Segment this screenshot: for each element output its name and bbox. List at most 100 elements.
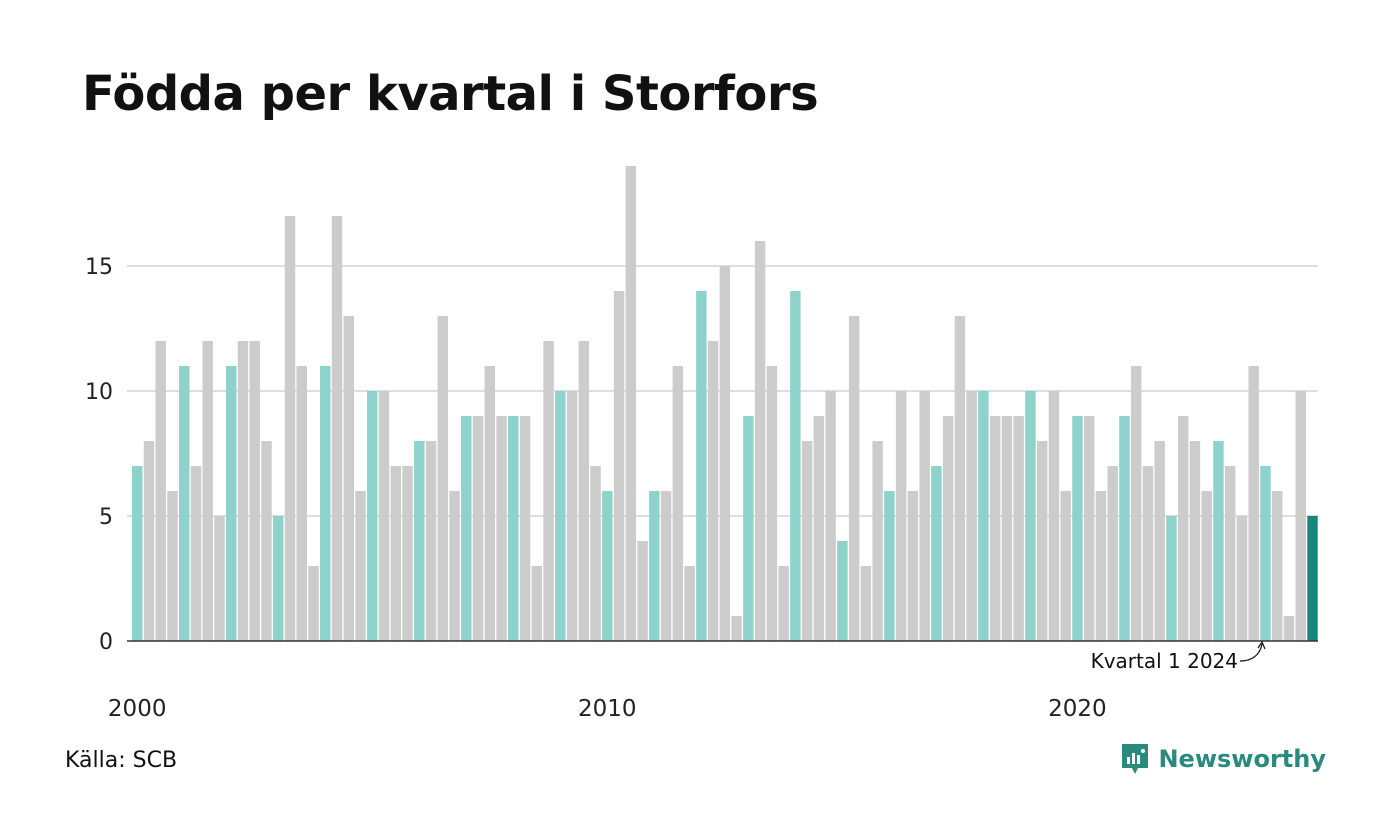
annotation-arrowhead (1257, 640, 1266, 650)
bar (1295, 391, 1306, 641)
bar (472, 416, 484, 641)
bar (555, 391, 566, 641)
bar (942, 416, 954, 641)
bar (320, 366, 331, 641)
bar (496, 416, 507, 641)
bar (790, 291, 801, 641)
bar (132, 466, 143, 641)
bar (461, 416, 472, 641)
bar (1166, 516, 1177, 641)
bar (237, 341, 249, 641)
bar (1130, 366, 1142, 641)
bar (660, 491, 672, 641)
bar (1189, 441, 1201, 641)
bar (378, 391, 390, 641)
bar (1271, 491, 1283, 641)
bar (1060, 491, 1071, 641)
bar (226, 366, 237, 641)
bar (1248, 366, 1259, 641)
y-tick-label: 0 (99, 630, 113, 655)
bar (1260, 466, 1271, 641)
bar (696, 291, 707, 641)
bar (1201, 491, 1212, 641)
x-axis-ticks: 2000 2010 2020 (108, 696, 1107, 722)
bar (284, 216, 296, 641)
bar (931, 466, 942, 641)
bar (590, 466, 601, 641)
bar (437, 316, 449, 641)
brand-logo[interactable]: Newsworthy (1120, 742, 1326, 776)
bar (754, 241, 766, 641)
bar (261, 441, 272, 641)
bar (331, 216, 343, 641)
bar (202, 341, 213, 641)
bar (214, 516, 225, 641)
bar (978, 391, 989, 641)
bar (801, 441, 813, 641)
bar (848, 316, 860, 641)
bar (1036, 441, 1048, 641)
bar (766, 366, 778, 641)
bar (837, 541, 848, 641)
bar (1177, 416, 1189, 641)
bar (179, 366, 190, 641)
bar (543, 341, 554, 641)
bar (414, 441, 425, 641)
bar (519, 416, 531, 641)
bars (132, 166, 1318, 641)
bar (308, 566, 319, 641)
bar (1142, 466, 1154, 641)
bar (484, 366, 496, 641)
bar (1307, 516, 1318, 641)
bar (390, 466, 401, 641)
bar (273, 516, 284, 641)
bar (860, 566, 872, 641)
annotation-arrow (1239, 643, 1263, 662)
annotation-label: Kvartal 1 2024 (1091, 649, 1238, 673)
bar (531, 566, 543, 641)
bar (778, 566, 789, 641)
bar (343, 316, 354, 641)
latest-annotation: Kvartal 1 2024 (1091, 640, 1266, 673)
bar (1083, 416, 1095, 641)
chart-title: Födda per kvartal i Storfors (82, 66, 819, 122)
bar (1236, 516, 1248, 641)
bar (190, 466, 202, 641)
bar (895, 391, 907, 641)
bar (825, 391, 836, 641)
y-tick-label: 10 (85, 380, 113, 405)
bar (649, 491, 660, 641)
bar (813, 416, 825, 641)
bar (425, 441, 437, 641)
bar (919, 391, 930, 641)
bar (602, 491, 613, 641)
bar (296, 366, 307, 641)
bar (508, 416, 519, 641)
bar (684, 566, 695, 641)
newsworthy-logo-icon (1122, 744, 1149, 774)
bar (1048, 391, 1060, 641)
bar (143, 441, 155, 641)
y-tick-label: 15 (85, 255, 113, 280)
bar (637, 541, 648, 641)
bar (1283, 616, 1295, 641)
bar (719, 266, 731, 641)
bar (613, 291, 625, 641)
x-tick-label: 2020 (1048, 696, 1107, 722)
bar (1095, 491, 1107, 641)
bar (1013, 416, 1024, 641)
bar (1154, 441, 1165, 641)
bar (249, 341, 260, 641)
bar (966, 391, 977, 641)
bar (355, 491, 366, 641)
bar (707, 341, 719, 641)
bar (884, 491, 895, 641)
bar (167, 491, 178, 641)
bar (155, 341, 166, 641)
bar (367, 391, 378, 641)
bar (954, 316, 966, 641)
y-axis-ticks: 0 5 10 15 (85, 255, 113, 655)
bar (566, 391, 578, 641)
bar (402, 466, 413, 641)
